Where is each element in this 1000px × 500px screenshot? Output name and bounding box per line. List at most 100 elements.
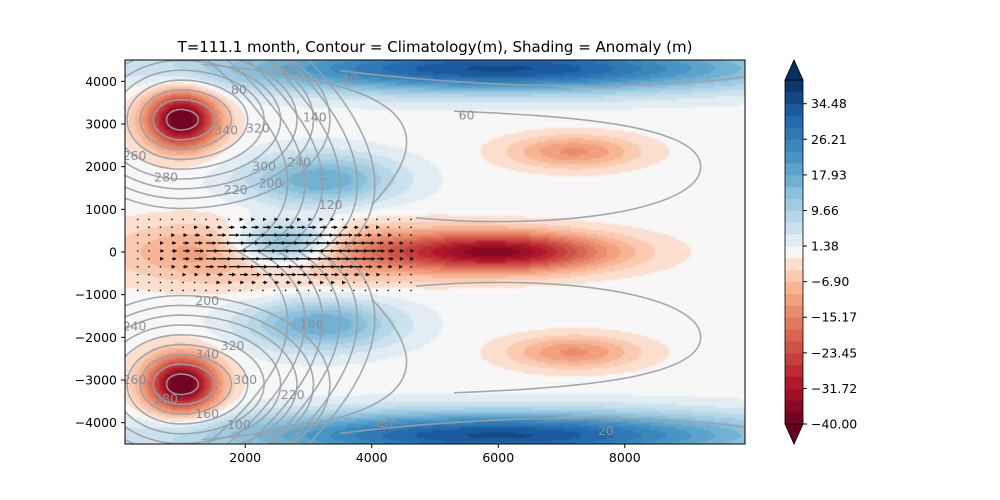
vector-dot: [148, 273, 150, 276]
contour-label: 20: [282, 63, 298, 78]
contour-label: 40: [342, 71, 358, 86]
vector-dot: [398, 281, 401, 284]
vector-field: [136, 217, 415, 292]
colorbar-tick-label: −6.90: [811, 274, 849, 289]
vector-dot: [410, 265, 412, 268]
vector-dot: [205, 289, 207, 292]
vector-dot: [250, 289, 253, 292]
contour-line: [125, 304, 315, 444]
contour-line: [206, 60, 289, 444]
y-tick-label: 0: [109, 245, 117, 260]
vector-dot: [239, 289, 241, 292]
colorbar-ticks: −40.00 −31.72 −23.45 −15.17 −6.90 1.38 9.66 17.…: [803, 96, 857, 432]
contour-line: [125, 333, 265, 435]
contour-line: [125, 69, 265, 171]
vector-dot: [410, 273, 412, 276]
colorbar: −40.00 −31.72 −23.45 −15.17 −6.90 1.38 9.66 17.…: [784, 59, 857, 445]
climatology-contours: [125, 60, 745, 444]
vector-dot: [228, 289, 230, 292]
contour-line: [287, 60, 359, 444]
colorbar-band: [785, 246, 803, 259]
colorbar-extend-bottom: [784, 423, 804, 445]
colorbar-tick-label: −40.00: [811, 417, 857, 432]
contour-label: 120: [319, 197, 343, 212]
vector-dot: [387, 226, 390, 229]
vector-dot: [193, 289, 196, 292]
colorbar-band: [785, 269, 803, 283]
colorbar-band: [785, 281, 803, 294]
contour-line: [125, 60, 331, 210]
contour-line: [165, 108, 200, 131]
vector-dot: [148, 218, 150, 221]
vector-dot: [398, 273, 401, 276]
vector-dot: [410, 226, 412, 229]
y-tick-label: 4000: [85, 74, 117, 89]
vector-dot: [376, 218, 378, 221]
vector-dot: [159, 218, 162, 221]
vector-dot: [159, 273, 162, 276]
vector-dot: [182, 226, 184, 229]
colorbar-band: [785, 210, 803, 223]
colorbar-band: [785, 91, 803, 105]
vector-dot: [410, 218, 412, 221]
contour-label: 280: [154, 169, 178, 184]
y-tick-label: −2000: [75, 330, 117, 345]
contour-line: [125, 314, 298, 444]
colorbar-band: [785, 115, 803, 128]
colorbar-band: [785, 352, 803, 366]
vector-dot: [341, 289, 344, 292]
vector-dot: [387, 273, 390, 276]
contour-label: 200: [195, 293, 219, 308]
colorbar-tick-label: −23.45: [811, 345, 857, 360]
vector-dot: [136, 265, 139, 268]
x-tick-label: 6000: [482, 450, 514, 465]
contour-line: [200, 63, 408, 206]
vector-dot: [171, 226, 173, 229]
contour-label: 220: [224, 182, 248, 197]
chart-title: T=111.1 month, Contour = Climatology(m),…: [177, 38, 693, 56]
contour-label: 260: [123, 372, 147, 387]
x-tick-label: 8000: [609, 450, 641, 465]
vector-dot: [136, 242, 139, 244]
colorbar-tick-label: 1.38: [811, 239, 839, 254]
vector-dot: [148, 234, 150, 236]
colorbar-band: [785, 139, 803, 152]
colorbar-band: [785, 127, 803, 140]
contour-label: 180: [300, 317, 324, 332]
colorbar-tick-label: 17.93: [811, 167, 847, 182]
colorbar-band: [785, 317, 803, 330]
y-tick-label: −1000: [75, 287, 117, 302]
vector-dot: [216, 289, 219, 292]
vector-dot: [159, 265, 162, 268]
colorbar-band: [785, 340, 803, 354]
vector-dot: [182, 218, 184, 221]
y-tick-label: −4000: [75, 415, 117, 430]
vector-dot: [171, 218, 173, 221]
vector-dot: [171, 281, 173, 284]
vector-dot: [364, 289, 367, 292]
vector-dot: [398, 218, 401, 221]
contour-line: [125, 60, 298, 190]
y-tick-label: 1000: [85, 202, 117, 217]
contour-line: [152, 98, 216, 141]
vector-dot: [284, 289, 287, 292]
y-tick-label: 3000: [85, 117, 117, 132]
vector-dot: [341, 218, 344, 221]
contour-label: 240: [123, 319, 147, 334]
contour-label: 60: [459, 108, 475, 123]
contour-line: [247, 60, 324, 444]
x-axis: 2000 4000 6000 8000: [229, 444, 641, 465]
colorbar-band: [785, 174, 803, 188]
vector-dot: [148, 258, 150, 260]
vector-dot: [136, 234, 139, 236]
vector-dot: [410, 242, 412, 244]
colorbar-tick-label: −15.17: [811, 310, 857, 325]
vector-dot: [387, 281, 390, 284]
vector-dot: [182, 289, 184, 292]
colorbar-tick-label: 34.48: [811, 96, 847, 111]
colorbar-band: [785, 80, 803, 93]
contour-label: 220: [281, 387, 305, 402]
colorbar-band: [785, 364, 803, 377]
colorbar-band: [785, 222, 803, 235]
vector-dot: [171, 273, 173, 276]
